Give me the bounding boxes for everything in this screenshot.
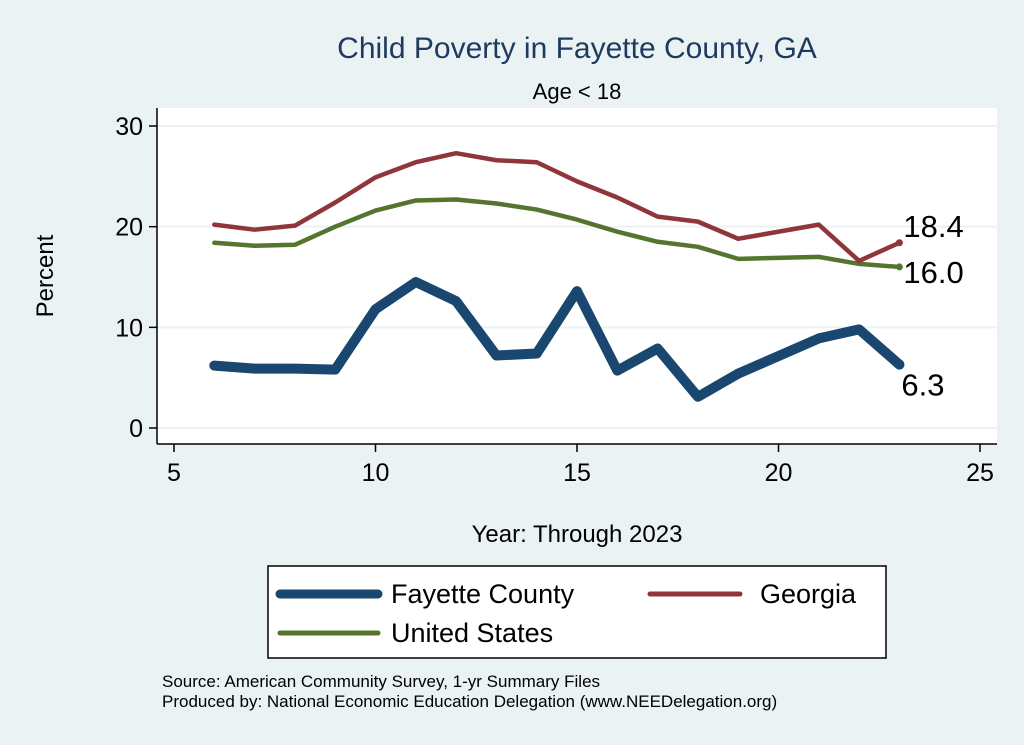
series-endpoint-georgia [895, 239, 903, 247]
x-tick-label-10: 10 [362, 459, 390, 487]
source-note: Source: American Community Survey, 1-yr … [162, 672, 600, 691]
end-label-united-states: 16.0 [903, 255, 963, 290]
y-tick-label-0: 0 [129, 415, 143, 443]
series-endpoint-fayette-county [894, 359, 905, 370]
x-tick-label-5: 5 [167, 459, 181, 487]
legend-box [267, 565, 887, 659]
legend-label-georgia: Georgia [760, 579, 857, 609]
series-lines [209, 150, 905, 402]
chart-title: Child Poverty in Fayette County, GA [337, 32, 817, 65]
end-label-georgia: 18.4 [903, 209, 963, 244]
y-axis-ticks: 0 10 20 30 [115, 113, 157, 443]
plot-area [157, 108, 997, 444]
y-tick-label-20: 20 [115, 214, 143, 242]
y-tick-label-10: 10 [115, 314, 143, 342]
series-endpoint-united-states [895, 263, 903, 271]
series-line-fayette-county [209, 277, 905, 402]
x-axis-label: Year: Through 2023 [472, 521, 683, 548]
end-labels: 6.3 18.4 16.0 [901, 209, 963, 403]
x-axis-ticks: 5 10 15 20 25 [167, 444, 994, 487]
series-line-united-states [212, 197, 902, 270]
chart-subtitle: Age < 18 [533, 79, 622, 104]
end-label-fayette-county: 6.3 [901, 368, 944, 403]
x-tick-label-20: 20 [765, 459, 793, 487]
series-line-georgia [212, 150, 902, 264]
x-tick-label-15: 15 [563, 459, 591, 487]
x-tick-label-25: 25 [966, 459, 994, 487]
legend-label-fayette-county: Fayette County [391, 579, 575, 609]
y-tick-label-30: 30 [115, 113, 143, 141]
legend-label-united-states: United States [391, 618, 553, 648]
produced-by-note: Produced by: National Economic Education… [162, 692, 777, 711]
legend: Fayette County Georgia United States [267, 565, 887, 659]
y-axis-label: Percent [32, 234, 59, 317]
